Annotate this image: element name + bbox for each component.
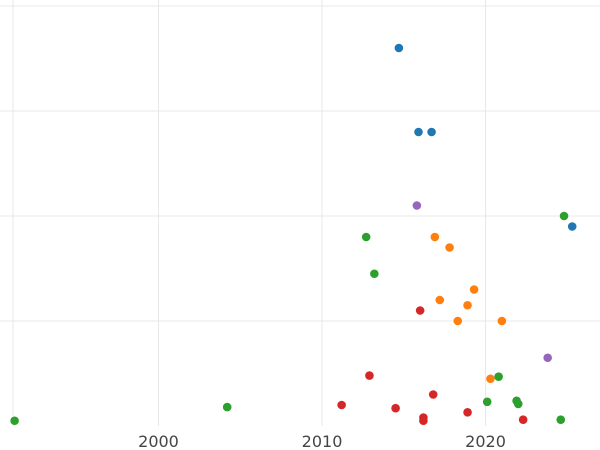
data-point	[10, 416, 19, 426]
data-point	[435, 295, 445, 305]
data-point	[463, 408, 472, 417]
x-tick-label: 2000	[138, 432, 179, 450]
data-point	[428, 390, 438, 399]
gridlines	[0, 0, 600, 426]
data-point	[370, 269, 379, 279]
data-point	[412, 201, 422, 210]
data-point	[486, 374, 495, 384]
data-point	[394, 43, 404, 53]
data-points	[10, 43, 577, 426]
data-point	[365, 371, 374, 380]
data-point	[567, 222, 577, 231]
x-tick-label: 2010	[302, 432, 343, 450]
data-point	[518, 415, 528, 425]
data-point	[469, 285, 479, 294]
data-point	[414, 127, 423, 137]
data-point	[559, 211, 569, 221]
data-point	[415, 306, 425, 315]
data-point	[463, 300, 472, 310]
data-point	[513, 399, 523, 409]
data-point	[497, 316, 507, 326]
x-axis-ticks: 2000 2010 2020	[138, 432, 506, 450]
data-point	[556, 415, 566, 425]
data-point	[494, 372, 503, 381]
data-point	[453, 316, 463, 326]
data-point	[361, 232, 371, 242]
data-point	[337, 400, 346, 410]
data-point	[391, 403, 400, 413]
data-point	[222, 402, 232, 412]
data-point	[427, 127, 436, 137]
data-point	[482, 397, 492, 407]
data-point	[543, 353, 552, 363]
data-point	[419, 416, 428, 426]
data-point	[445, 243, 454, 252]
data-point	[430, 232, 440, 242]
x-tick-label: 2020	[465, 432, 506, 450]
